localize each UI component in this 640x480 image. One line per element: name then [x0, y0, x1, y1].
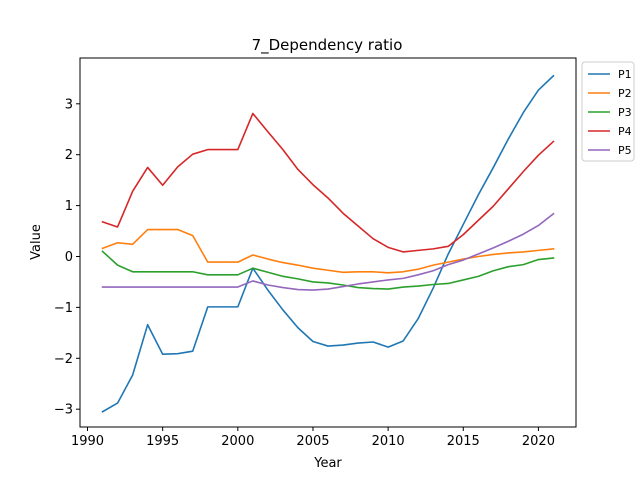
y-tick-label: −1 [54, 301, 73, 316]
chart-title: 7_Dependency ratio [252, 36, 403, 55]
series-line-p3 [101, 250, 555, 290]
x-tick-label: 2000 [221, 434, 254, 449]
x-axis-title: Year [313, 456, 342, 471]
series-line-p5 [101, 212, 555, 291]
x-axis: 1990 1995 2000 2005 2010 2015 2020 [71, 427, 555, 449]
series-line-p1 [101, 74, 555, 413]
plot-frame [79, 57, 577, 428]
x-tick-label: 2015 [447, 434, 480, 449]
y-axis: −3 −2 −1 0 1 2 3 [54, 97, 80, 418]
x-tick-label: 1990 [71, 434, 104, 449]
legend-label-p2: P2 [618, 87, 632, 100]
x-tick-label: 2010 [372, 434, 405, 449]
legend: P1 P2 P3 P4 P5 [581, 61, 635, 162]
y-tick-label: 0 [65, 250, 73, 265]
plot-lines [101, 74, 555, 413]
y-tick-label: −2 [54, 352, 73, 367]
x-tick-label: 1995 [146, 434, 179, 449]
legend-label-p4: P4 [618, 125, 632, 138]
legend-label-p5: P5 [618, 144, 632, 157]
y-tick-label: 3 [65, 97, 73, 112]
legend-label-p1: P1 [618, 68, 632, 81]
y-axis-title: Value [29, 224, 44, 260]
series-line-p4 [101, 112, 555, 253]
series-line-p2 [101, 228, 555, 274]
x-tick-label: 2020 [522, 434, 555, 449]
y-tick-label: −3 [54, 403, 73, 418]
y-tick-label: 2 [65, 148, 73, 163]
y-tick-label: 1 [65, 199, 73, 214]
x-tick-label: 2005 [296, 434, 329, 449]
legend-label-p3: P3 [618, 106, 632, 119]
